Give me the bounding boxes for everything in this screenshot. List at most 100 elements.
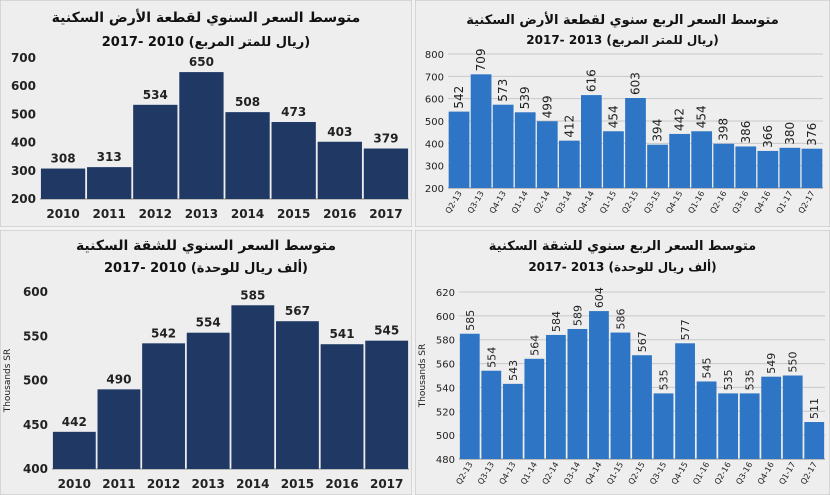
bar-value-label: 543 (507, 360, 520, 381)
bar-value-label: 454 (695, 105, 709, 128)
x-tick-label: 2015 (277, 207, 310, 221)
y-tick-label: 560 (436, 360, 455, 371)
land-annual-chart: متوسط السعر السنوي لقطعة الأرض السكنية (ر… (0, 0, 412, 227)
bar-value-label: 542 (452, 86, 466, 109)
y-tick-label: 480 (436, 455, 455, 466)
apartment-quarterly-chart: متوسط السعر الربع سنوي للشقة السكنية (ألف… (415, 230, 830, 495)
y-tick-label: 600 (436, 312, 455, 323)
x-tick-label: 2014 (231, 207, 264, 221)
chart-title: متوسط السعر الربع سنوي لقطعة الأرض السكن… (466, 11, 779, 28)
bar-value-label: 386 (739, 121, 753, 144)
bar (545, 334, 566, 459)
bar (713, 143, 735, 188)
bar (567, 328, 588, 459)
y-tick-label: 800 (425, 50, 444, 61)
bar-value-label: 616 (584, 69, 598, 92)
bar (536, 121, 558, 188)
bar (782, 375, 803, 459)
bar (225, 112, 270, 199)
bar (448, 111, 470, 188)
bar-value-label: 508 (235, 95, 260, 109)
x-tick-label: 2011 (102, 477, 135, 491)
x-tick-label: 2014 (236, 477, 269, 491)
y-tick-label: 400 (425, 139, 444, 150)
bar-value-label: 376 (805, 123, 819, 146)
chart-subtitle: (ألف ريال للوحدة) 2010 -2017 (104, 259, 308, 276)
bar (514, 112, 536, 188)
bar-value-label: 650 (189, 55, 214, 69)
bar (481, 370, 502, 459)
bar-value-label: 603 (629, 72, 643, 95)
x-tick-label: 2010 (58, 477, 91, 491)
x-tick-label: 2015 (281, 477, 314, 491)
bar (133, 104, 178, 199)
chart-title: متوسط السعر السنوي للشقة السكنية (76, 238, 336, 255)
bar (675, 343, 695, 459)
bar (40, 168, 86, 199)
bar-value-label: 577 (679, 319, 692, 340)
bar-value-label: 567 (285, 304, 310, 318)
bar (696, 381, 717, 459)
bar-value-label: 535 (658, 369, 671, 390)
y-tick-label: 520 (436, 407, 455, 418)
bar-value-label: 586 (614, 309, 627, 330)
chart-title: متوسط السعر الربع سنوي للشقة السكنية (489, 239, 756, 254)
bar (276, 321, 319, 469)
bar (757, 150, 779, 188)
bar (52, 431, 96, 469)
x-tick-label: 2016 (323, 207, 356, 221)
bar-value-label: 442 (62, 415, 87, 429)
x-tick-label: 2016 (325, 477, 358, 491)
bar (87, 167, 132, 199)
bar-value-label: 585 (464, 310, 477, 331)
bar (231, 305, 275, 469)
bar (739, 393, 760, 459)
bar (317, 141, 362, 199)
y-tick-label: 500 (23, 374, 48, 388)
x-tick-label: 2012 (139, 207, 172, 221)
bar-value-label: 380 (783, 122, 797, 145)
bar-value-label: 585 (240, 288, 265, 302)
bar (186, 332, 230, 469)
bar-value-label: 403 (327, 125, 352, 139)
bar (653, 393, 674, 459)
bar-value-label: 567 (636, 331, 649, 352)
bar-value-label: 549 (765, 353, 778, 374)
bar (365, 340, 409, 469)
bar (779, 147, 801, 188)
bar (271, 122, 316, 199)
bar (581, 95, 602, 188)
bar (804, 422, 825, 459)
bar-value-label: 535 (744, 369, 757, 390)
chart-subtitle: (ريال للمتر المربع) 2013 -2017 (526, 33, 718, 47)
bar (691, 131, 713, 188)
bar (558, 140, 580, 188)
chart-subtitle: (ألف ريال للوحدة) 2013 -2017 (528, 259, 716, 275)
bar-value-label: 541 (330, 327, 355, 341)
bar-value-label: 554 (196, 316, 221, 330)
land-quarterly-chart: متوسط السعر الربع سنوي لقطعة الأرض السكن… (415, 0, 830, 227)
y-axis-label: Thousands SR (418, 344, 428, 409)
bar-value-label: 539 (518, 86, 532, 109)
apartment-annual-chart: متوسط السعر السنوي للشقة السكنية (ألف ريا… (0, 230, 412, 495)
bar-value-label: 535 (722, 369, 735, 390)
bar (669, 133, 690, 188)
chart-subtitle: (ريال للمتر المربع) 2010 -2017 (102, 35, 310, 50)
y-tick-label: 620 (436, 288, 455, 299)
bar-value-label: 313 (97, 150, 122, 164)
bar (363, 148, 409, 199)
bar-value-label: 564 (528, 335, 541, 356)
chart-title: متوسط السعر السنوي لقطعة الأرض السكنية (52, 9, 361, 27)
bar (320, 344, 364, 469)
bar-value-label: 379 (373, 132, 398, 146)
x-tick-label: 2017 (370, 477, 403, 491)
bar (610, 332, 631, 459)
bar-value-label: 589 (571, 305, 584, 326)
bar (761, 376, 782, 459)
y-tick-label: 540 (436, 383, 455, 394)
bar-value-label: 534 (143, 88, 168, 102)
y-tick-label: 500 (11, 107, 36, 121)
y-tick-label: 300 (425, 162, 444, 173)
bar-value-label: 490 (106, 372, 131, 386)
y-tick-label: 400 (23, 462, 48, 476)
